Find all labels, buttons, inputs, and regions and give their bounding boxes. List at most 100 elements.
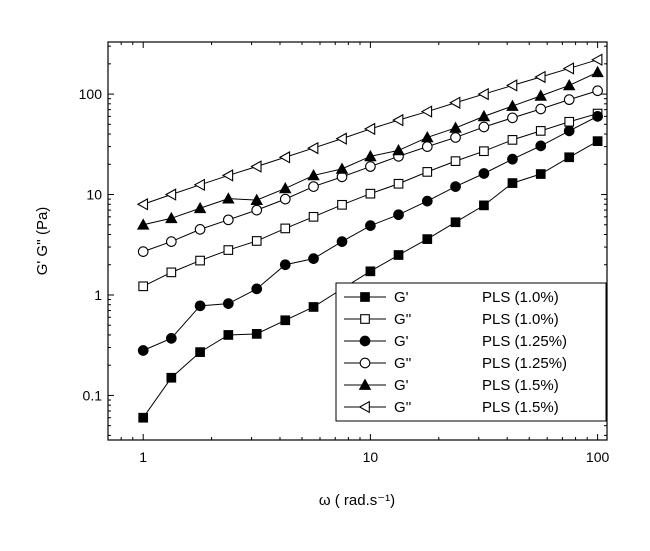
- data-point: [193, 201, 207, 214]
- x-tick-label: 1: [139, 449, 147, 465]
- data-point: [222, 298, 234, 309]
- plot-border: [107, 41, 608, 441]
- data-point: [534, 89, 547, 101]
- legend-entry: G'' PLS (1.25%): [344, 355, 567, 372]
- data-point: [392, 143, 405, 156]
- data-point: [564, 152, 575, 163]
- y-tick-label: 10: [86, 187, 102, 203]
- data-point: [592, 111, 603, 122]
- data-point: [223, 245, 234, 255]
- legend-marker: [359, 335, 371, 347]
- data-point: [507, 135, 518, 145]
- data-point: [194, 300, 206, 312]
- data-point: [280, 315, 291, 326]
- data-point: [222, 214, 234, 226]
- legend-box: [335, 282, 607, 422]
- data-point: [136, 198, 149, 211]
- legend-series-label: PLS (1.0%): [482, 289, 559, 306]
- data-point: [420, 105, 433, 118]
- data-point: [393, 178, 404, 189]
- data-point: [251, 283, 263, 295]
- series-3: [137, 111, 603, 356]
- data-point: [365, 266, 376, 277]
- data-point: [421, 131, 434, 143]
- data-point: [479, 200, 489, 211]
- data-point: [450, 132, 461, 143]
- data-point: [307, 141, 319, 155]
- legend-marker: [360, 314, 370, 324]
- data-point: [251, 236, 262, 246]
- series-line: [143, 71, 598, 226]
- legend-entry: G' PLS (1.25%): [344, 333, 567, 350]
- data-point: [166, 267, 177, 278]
- legend-marker: [358, 378, 372, 390]
- legend-series-label: PLS (1.5%): [482, 399, 559, 416]
- data-point: [335, 132, 347, 145]
- data-point: [592, 85, 603, 97]
- data-point: [280, 223, 291, 234]
- data-point: [308, 253, 319, 264]
- data-point: [165, 236, 177, 247]
- data-point: [365, 161, 376, 172]
- x-tick-label: 100: [586, 449, 610, 465]
- data-point: [164, 188, 177, 201]
- legend-entry: G' PLS (1.5%): [344, 377, 559, 394]
- data-point: [421, 141, 433, 152]
- data-point: [563, 94, 575, 106]
- data-point: [592, 136, 603, 146]
- data-point: [251, 329, 262, 339]
- data-point: [507, 178, 518, 188]
- data-point: [308, 302, 319, 312]
- series-1: [138, 136, 603, 423]
- legend-marker: [359, 357, 371, 369]
- data-point: [450, 156, 461, 166]
- data-point: [138, 412, 149, 423]
- x-tick-label: 10: [363, 449, 379, 465]
- data-point: [506, 79, 518, 92]
- data-point: [278, 151, 291, 164]
- data-point: [136, 218, 150, 230]
- series-layer: [136, 53, 604, 423]
- legend-entry: G'' PLS (1.0%): [344, 311, 559, 328]
- data-point: [393, 250, 404, 260]
- data-point: [478, 168, 490, 179]
- data-point: [422, 167, 433, 177]
- data-point: [479, 146, 489, 157]
- data-point: [422, 234, 433, 244]
- y-axis-title: G' G'' (Pa): [34, 207, 51, 276]
- data-point: [507, 153, 518, 165]
- plot-frame: [107, 41, 608, 441]
- data-point: [393, 209, 404, 221]
- legend: G' PLS (1.0%)G'' PLS (1.0%)G' PLS (1.25%)G'…: [335, 282, 607, 422]
- legend-series-name: G': [394, 377, 409, 394]
- data-point: [194, 224, 206, 235]
- data-point: [221, 169, 234, 182]
- data-point: [250, 160, 262, 173]
- data-point: [478, 121, 490, 133]
- data-point: [363, 122, 376, 136]
- data-point: [335, 162, 349, 174]
- data-point: [166, 372, 177, 383]
- legend-marker: [358, 400, 370, 414]
- data-point: [308, 181, 319, 192]
- data-point: [365, 220, 376, 232]
- data-point: [337, 199, 347, 210]
- legend-series-name: G'': [394, 355, 412, 372]
- y-tick-label: 100: [79, 86, 103, 102]
- data-point: [450, 181, 461, 192]
- legend-series-label: PLS (1.25%): [482, 355, 567, 372]
- data-point: [591, 53, 603, 66]
- data-point: [279, 193, 291, 205]
- series-5: [136, 65, 604, 230]
- data-point: [137, 345, 149, 356]
- legend-series-label: PLS (1.0%): [482, 311, 559, 328]
- data-point: [535, 169, 546, 179]
- legend-series-label: PLS (1.5%): [482, 377, 559, 394]
- data-point: [279, 181, 292, 194]
- series-2: [138, 108, 603, 292]
- y-tick-label: 0.1: [83, 387, 103, 403]
- data-point: [449, 121, 462, 133]
- data-point: [165, 333, 177, 344]
- data-point: [392, 113, 404, 127]
- ticks-layer: 1 10 100 0.1 1 10 100: [79, 42, 610, 465]
